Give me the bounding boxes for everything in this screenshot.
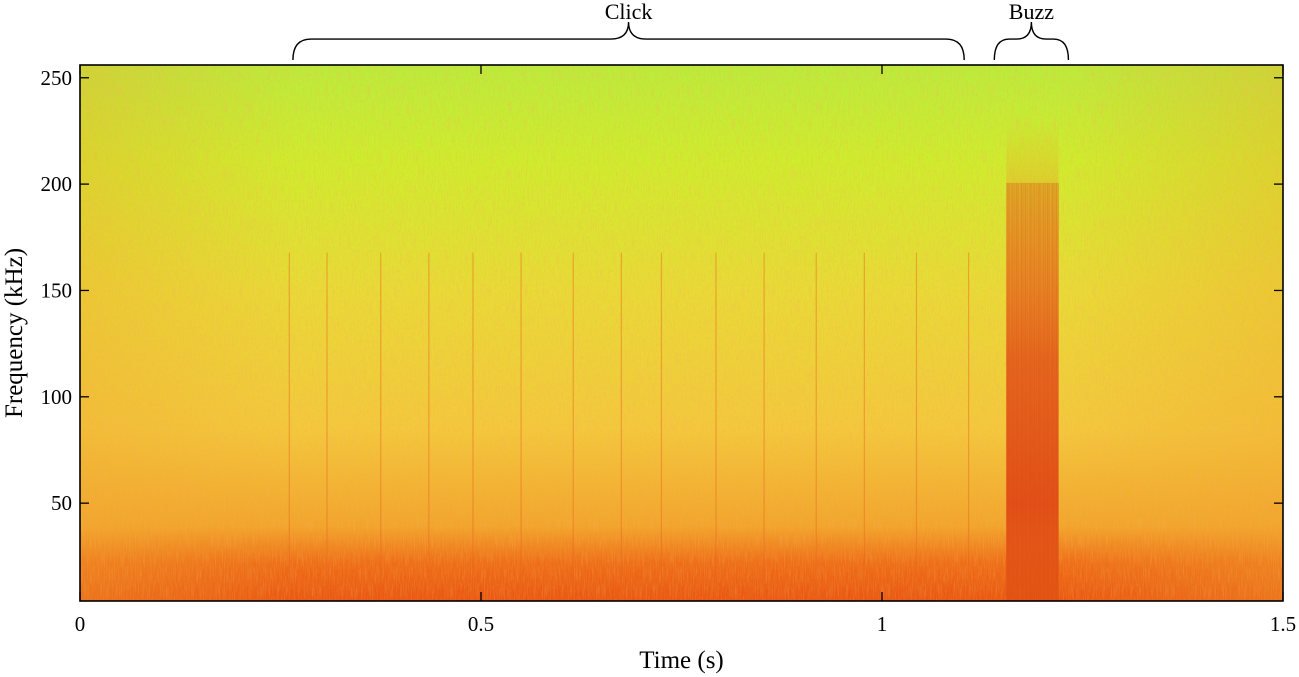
x-axis-label: Time (s) — [639, 647, 724, 674]
plot-frame — [79, 64, 1284, 602]
plot-area — [80, 65, 1283, 601]
click-brace — [292, 21, 965, 61]
y-axis-label: Frequency (kHz) — [1, 248, 28, 418]
y-tick-label: 50 — [51, 491, 72, 515]
click-marks — [285, 65, 970, 601]
y-axis: 50 100 150 200 250 — [41, 66, 1283, 515]
buzz-label: Buzz — [1009, 0, 1054, 24]
y-tick-label: 100 — [41, 385, 73, 409]
buzz-energy — [1006, 118, 1059, 601]
y-tick-label: 250 — [41, 66, 73, 90]
x-tick-label: 0 — [75, 612, 86, 636]
x-tick-label: 0.5 — [468, 612, 494, 636]
click-label: Click — [605, 0, 653, 24]
buzz-region — [1005, 118, 1059, 601]
x-tick-label: 1.5 — [1270, 612, 1296, 636]
y-tick-label: 150 — [41, 278, 73, 302]
buzz-annotation: Buzz — [993, 0, 1070, 61]
y-tick-label: 200 — [41, 172, 73, 196]
x-tick-label: 1 — [877, 612, 888, 636]
spectrogram-noise-fine — [80, 65, 1283, 601]
click-annotation: Click — [292, 0, 965, 61]
x-axis: 0 0.5 1 1.5 — [75, 65, 1296, 636]
buzz-brace — [993, 21, 1070, 61]
